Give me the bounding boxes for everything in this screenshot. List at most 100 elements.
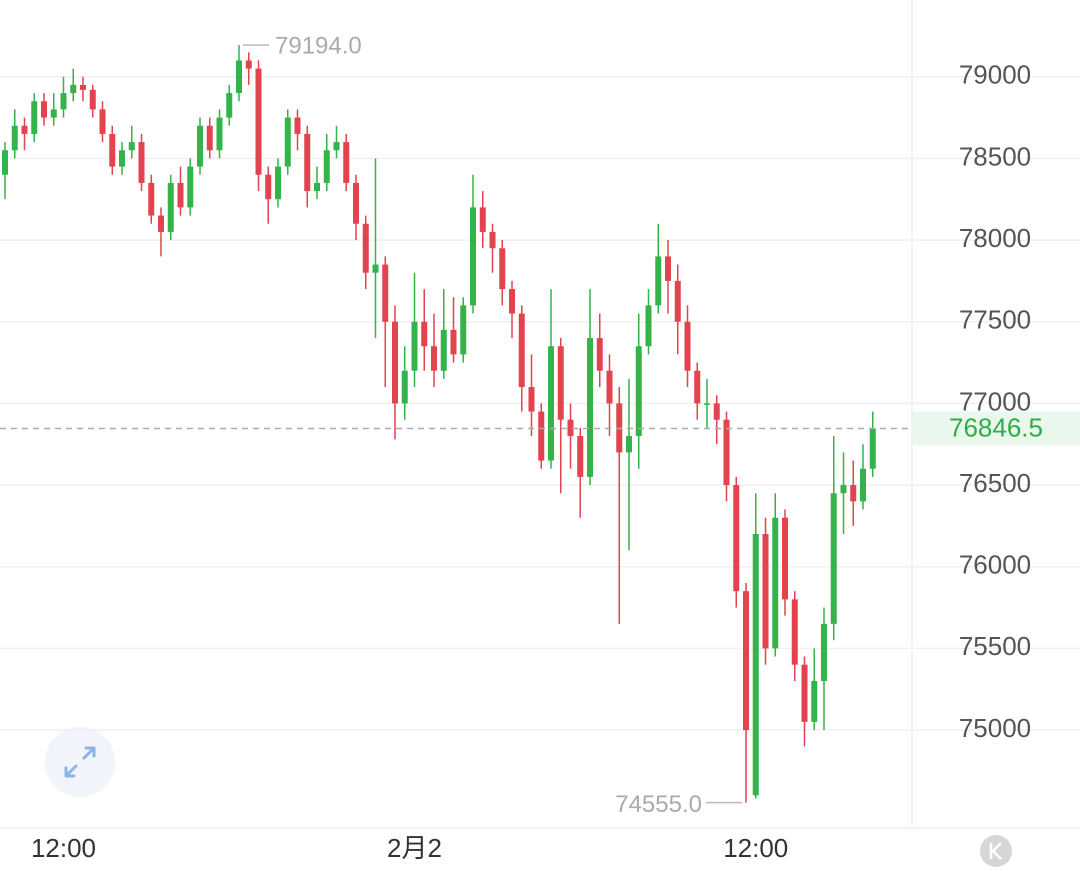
candle-body [596,338,603,371]
expand-icon [64,746,96,778]
candle-body [31,101,38,134]
candle-body [236,60,242,94]
candle-body [791,599,798,665]
candle-body [704,403,710,405]
candle-body [577,436,584,477]
candle-body [869,428,876,469]
candle-body [635,346,642,437]
k-button-bg [980,835,1012,867]
candle-body [99,109,106,134]
y-tick-label: 76500 [959,468,1031,498]
candle-body [850,485,857,502]
candle-body [80,84,86,90]
low-label: 74555.0 [615,791,702,818]
candle-body [860,468,866,502]
y-tick-label: 75000 [959,713,1031,743]
candle-body [460,305,467,355]
y-tick-label: 79000 [959,60,1031,90]
candle-body [353,182,359,224]
candle-body [284,117,291,167]
candle-body [109,133,116,167]
candle-body [2,150,8,175]
x-tick-label: 12:00 [723,833,788,863]
candle-body [499,248,506,290]
candle-body [528,387,535,412]
candle-body [392,321,398,404]
candle-body [362,223,369,273]
candle-body [655,256,662,306]
candle-body [294,117,301,134]
candle-body [645,305,652,347]
candle-body [450,329,457,355]
y-tick-label: 78500 [959,141,1031,171]
candle-body [50,109,57,118]
y-tick-label: 77000 [959,386,1031,416]
candle-body [830,493,837,624]
y-tick-label: 75500 [959,631,1031,661]
candle-body [801,664,808,722]
candle-body [733,485,740,592]
candle-body [275,166,281,200]
candle-body [60,93,67,110]
last-price-bg [913,411,1080,446]
candle-body [314,182,320,192]
candle-body [782,517,788,600]
candle-body [772,517,779,649]
candle-body [148,182,155,216]
candle-body [382,264,389,322]
candle-body [372,264,379,273]
expand-button[interactable] [45,727,115,797]
high-label: 79194.0 [275,32,362,59]
candle-body [674,280,681,322]
candle-body [158,215,164,232]
last-price-label: 76846.5 [949,412,1043,442]
candle-body [518,313,525,388]
candle-body [226,93,233,118]
candle-body [743,591,749,731]
candle-body [11,125,18,151]
candle-body [489,231,496,249]
candle-body [41,101,47,118]
candle-body [138,142,145,183]
candle-body [411,321,418,371]
candle-body [821,623,827,682]
candle-body [440,329,447,371]
candle-body [431,346,437,371]
candle-body [752,534,759,796]
candle-body [187,166,194,208]
candle-body [177,182,184,208]
k-button[interactable] [980,835,1012,867]
candle-body [538,411,545,461]
y-tick-label: 77500 [959,305,1031,335]
candle-body [89,89,96,110]
candle-body [665,256,671,281]
candle-body [265,174,272,200]
x-tick-label: 2月2 [387,833,442,863]
k-icon [989,842,1002,860]
candle-body [587,338,593,477]
candle-body [304,133,311,192]
candle-body [216,117,223,151]
candle-body [401,370,408,404]
candle-body [548,346,554,461]
candle-body [197,125,203,167]
candle-body [128,142,135,151]
x-tick-label: 12:00 [31,833,96,863]
candle-body [762,534,769,649]
y-tick-label: 76000 [959,550,1031,580]
candle-body [626,436,632,453]
candle-body [70,84,77,94]
candle-body [684,321,691,371]
candle-body [713,403,720,420]
candle-body [694,370,701,404]
candle-body [509,289,515,314]
candle-body [255,68,262,175]
candle-body [323,150,330,183]
candle-body [840,485,847,494]
candle-body [557,346,564,420]
candle-body [206,125,213,151]
candle-body [479,207,486,232]
candle-body [245,60,252,69]
y-tick-label: 78000 [959,223,1031,253]
